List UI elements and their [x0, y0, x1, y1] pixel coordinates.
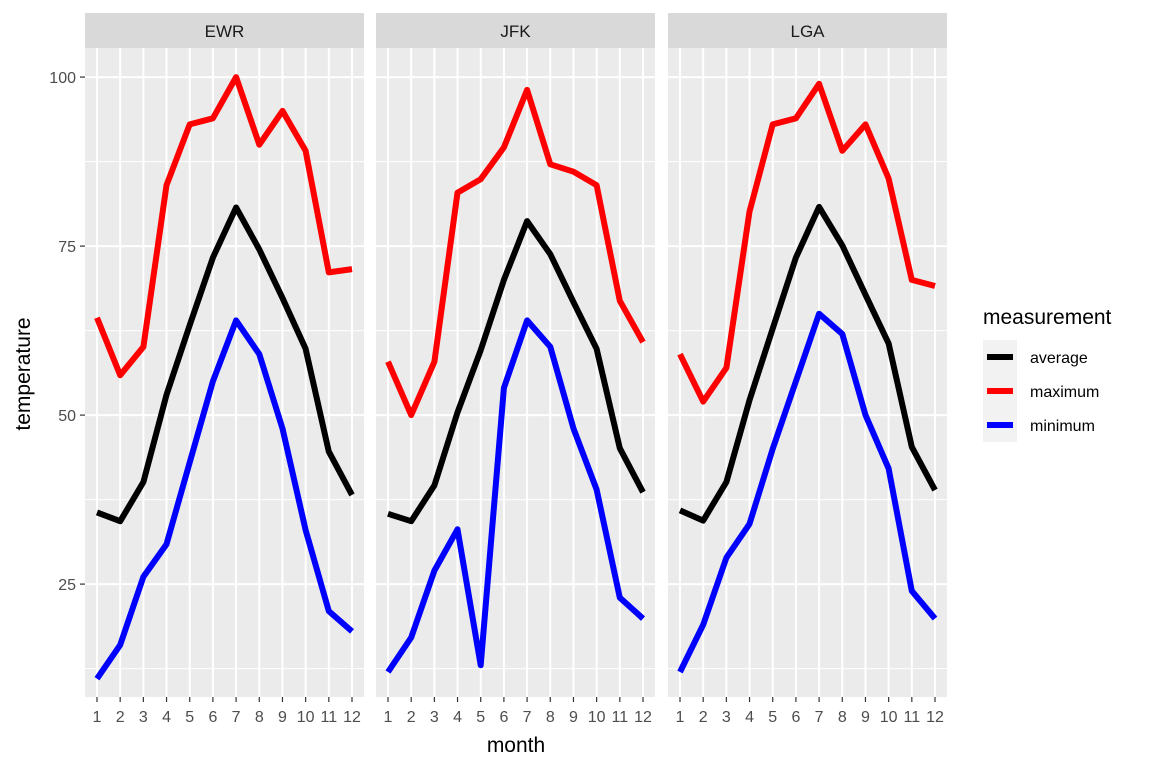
x-tick-label: 8 [546, 709, 555, 726]
series-line-minimum [385, 317, 646, 674]
x-tick-label: 12 [634, 709, 652, 726]
series-line-average [95, 204, 355, 525]
series-line-maximum [94, 74, 353, 379]
x-tick-label: 9 [569, 709, 578, 726]
y-tick-label: 50 [58, 408, 76, 425]
x-axis: 1 2 3 4 5 6 7 8 9 10 11 12 1 2 3 4 5 6 7 8 9 10 11 12 1 2 3 4 5 6 7 8 9 1… [93, 697, 944, 726]
legend-label-maximum: maximum [1030, 384, 1099, 401]
facet-strip [376, 13, 655, 48]
facet-strip [668, 13, 947, 48]
x-tick-label: 6 [208, 709, 217, 726]
facet-strip [85, 13, 364, 48]
x-tick-label: 5 [185, 709, 194, 726]
facet-panel-jfk: JFK [376, 13, 655, 697]
panel-background [376, 48, 655, 697]
x-tick-label: 4 [162, 709, 171, 726]
y-tick-label: 25 [58, 577, 76, 594]
facet-panel-lga: LGA [668, 13, 947, 697]
x-tick-label: 3 [722, 709, 731, 726]
facet-strip-label: JFK [500, 22, 531, 41]
x-tick-label: 1 [384, 709, 393, 726]
x-tick-label: 2 [699, 709, 708, 726]
x-tick-label: 6 [499, 709, 508, 726]
y-tick-label: 100 [49, 70, 76, 87]
y-axis: 25 50 75 100 [49, 70, 85, 594]
x-tick-label: 1 [93, 709, 102, 726]
legend: measurement average maximum minimum [983, 306, 1112, 442]
x-tick-label: 3 [139, 709, 148, 726]
panels: EWR JFK LGA [85, 13, 947, 697]
x-tick-label: 12 [926, 709, 944, 726]
x-tick-label: 11 [612, 709, 629, 726]
legend-label-minimum: minimum [1030, 418, 1095, 435]
series-line-maximum [385, 86, 646, 419]
x-tick-label: 10 [297, 709, 315, 726]
x-tick-label: 5 [768, 709, 777, 726]
x-tick-label: 10 [588, 709, 606, 726]
facet-strip-label: EWR [205, 22, 245, 41]
x-tick-label: 6 [791, 709, 800, 726]
y-tick-label: 75 [58, 239, 76, 256]
x-tick-label: 11 [321, 709, 338, 726]
x-tick-label: 4 [453, 709, 462, 726]
panel-background [85, 48, 364, 697]
x-tick-label: 10 [880, 709, 898, 726]
x-tick-label: 4 [745, 709, 754, 726]
series-line-maximum [677, 80, 936, 405]
y-axis-title: temperature [12, 317, 35, 430]
x-tick-label: 9 [861, 709, 870, 726]
x-tick-label: 7 [232, 709, 241, 726]
x-tick-label: 9 [278, 709, 287, 726]
x-tick-label: 7 [523, 709, 532, 726]
series-line-average [387, 218, 646, 525]
legend-label-average: average [1030, 350, 1088, 367]
x-tick-label: 8 [838, 709, 847, 726]
facet-panel-ewr: EWR [85, 13, 364, 697]
facet-strip-label: LGA [790, 22, 825, 41]
x-axis-title: month [487, 734, 545, 757]
series-line-average [678, 203, 938, 524]
legend-title: measurement [983, 306, 1112, 329]
x-tick-label: 5 [476, 709, 485, 726]
x-tick-label: 7 [815, 709, 824, 726]
series-line-minimum [94, 317, 354, 681]
x-tick-label: 2 [407, 709, 416, 726]
series-line-minimum [677, 310, 938, 674]
x-tick-label: 8 [255, 709, 264, 726]
x-tick-label: 2 [116, 709, 125, 726]
x-tick-label: 11 [904, 709, 921, 726]
x-tick-label: 3 [430, 709, 439, 726]
x-tick-label: 12 [343, 709, 361, 726]
x-tick-label: 1 [676, 709, 685, 726]
